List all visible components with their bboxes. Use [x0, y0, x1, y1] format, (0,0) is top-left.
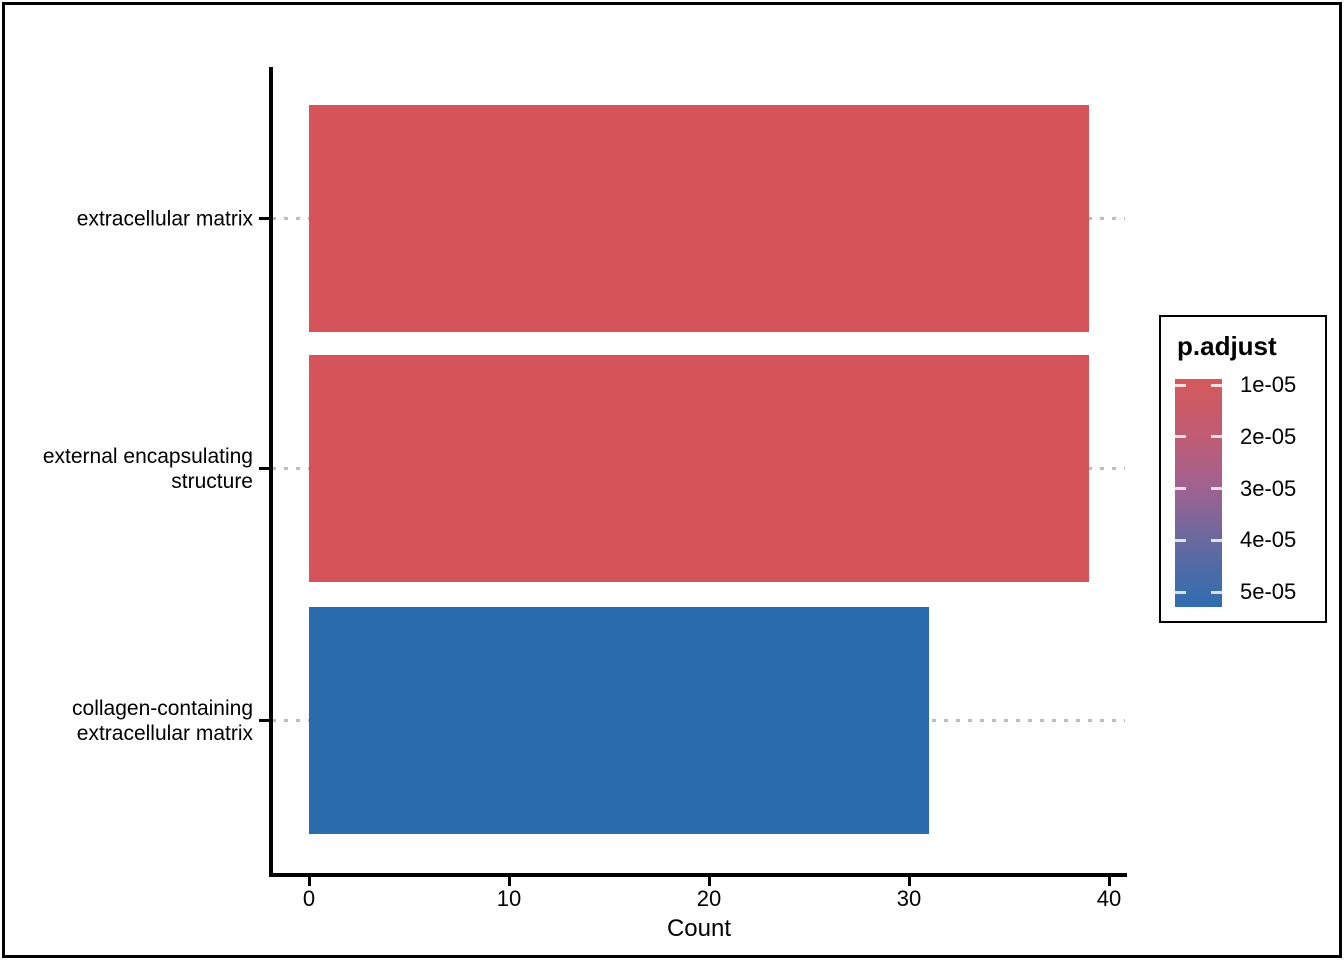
legend-label-2e-05: 2e-05 — [1240, 423, 1297, 449]
x-tick-label-0: 0 — [302, 886, 316, 911]
legend-tick-right-5e-05 — [1211, 590, 1222, 594]
x-axis-line — [269, 873, 1127, 877]
legend-label-1e-05: 1e-05 — [1240, 372, 1297, 397]
legend-tick-right-1e-05 — [1211, 383, 1222, 387]
legend-tick-left-1e-05 — [1175, 383, 1186, 387]
y-axis-line — [269, 67, 273, 876]
x-tick-label-20: 20 — [696, 886, 722, 911]
x-tick-0 — [307, 877, 311, 886]
x-tick-30 — [907, 877, 911, 886]
x-tick-label-10: 10 — [496, 886, 522, 911]
y-axis-label-extracellular-matrix: extracellular matrix — [76, 207, 253, 230]
legend-title: p.adjust — [1177, 331, 1277, 361]
x-tick-label-40: 40 — [1096, 886, 1122, 911]
y-axis-label-external-encapsulating-structure: external encapsulating structure — [42, 444, 253, 493]
bar-external-encapsulating-structure — [309, 355, 1089, 582]
legend-label-3e-05: 3e-05 — [1240, 475, 1297, 501]
y-tick-external-encapsulating-structure — [259, 467, 271, 470]
legend-label-5e-05: 5e-05 — [1240, 579, 1297, 604]
legend-tick-right-3e-05 — [1211, 487, 1222, 490]
bar-collagen-containing-extracellular-matrix — [309, 607, 929, 834]
legend-colorbar — [1175, 379, 1222, 607]
legend-tick-left-2e-05 — [1175, 435, 1186, 439]
legend-tick-right-4e-05 — [1211, 538, 1222, 542]
legend-label-4e-05: 4e-05 — [1240, 527, 1297, 553]
y-tick-extracellular-matrix — [259, 217, 271, 220]
x-tick-label-30: 30 — [896, 886, 922, 911]
x-tick-10 — [507, 877, 511, 886]
x-axis-title: Count — [666, 915, 732, 942]
y-axis-label-collagen-containing-extracellular-matrix: collagen-containing extracellular matrix — [72, 696, 253, 745]
legend-tick-left-5e-05 — [1175, 590, 1186, 594]
legend-tick-left-3e-05 — [1175, 487, 1186, 490]
legend: p.adjust 1e-05 2e-05 3e-05 4e-05 5e-05 — [1159, 315, 1327, 623]
legend-tick-left-4e-05 — [1175, 538, 1186, 542]
bar-extracellular-matrix — [309, 105, 1089, 332]
y-tick-collagen-containing-extracellular-matrix — [259, 719, 271, 722]
x-tick-40 — [1107, 877, 1111, 886]
x-tick-20 — [707, 877, 711, 886]
legend-tick-right-2e-05 — [1211, 435, 1222, 439]
